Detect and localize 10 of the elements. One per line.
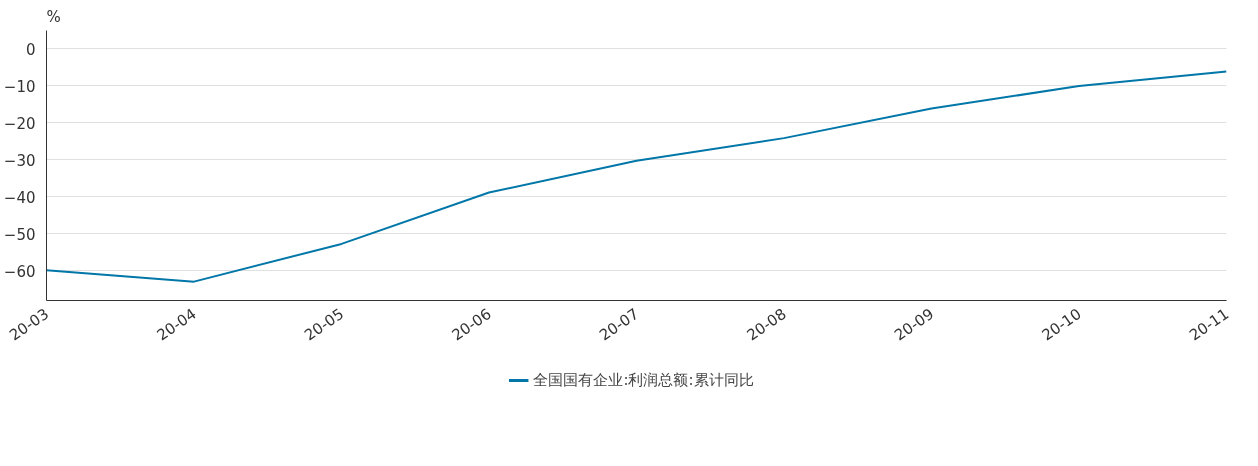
line-series (46, 70, 1227, 283)
y-tick-label: −10 (3, 77, 36, 96)
legend-label: 全国国有企业:利润总额:累计同比 (533, 370, 754, 390)
y-tick-label: −20 (3, 114, 36, 133)
y-tick-label: −60 (3, 262, 36, 281)
y-tick-label: −30 (3, 151, 36, 170)
y-axis-title: % (46, 7, 61, 26)
y-tick-label: 0 (25, 40, 36, 59)
y-tick-label: −50 (3, 225, 36, 244)
y-tick-label: −40 (3, 188, 36, 207)
